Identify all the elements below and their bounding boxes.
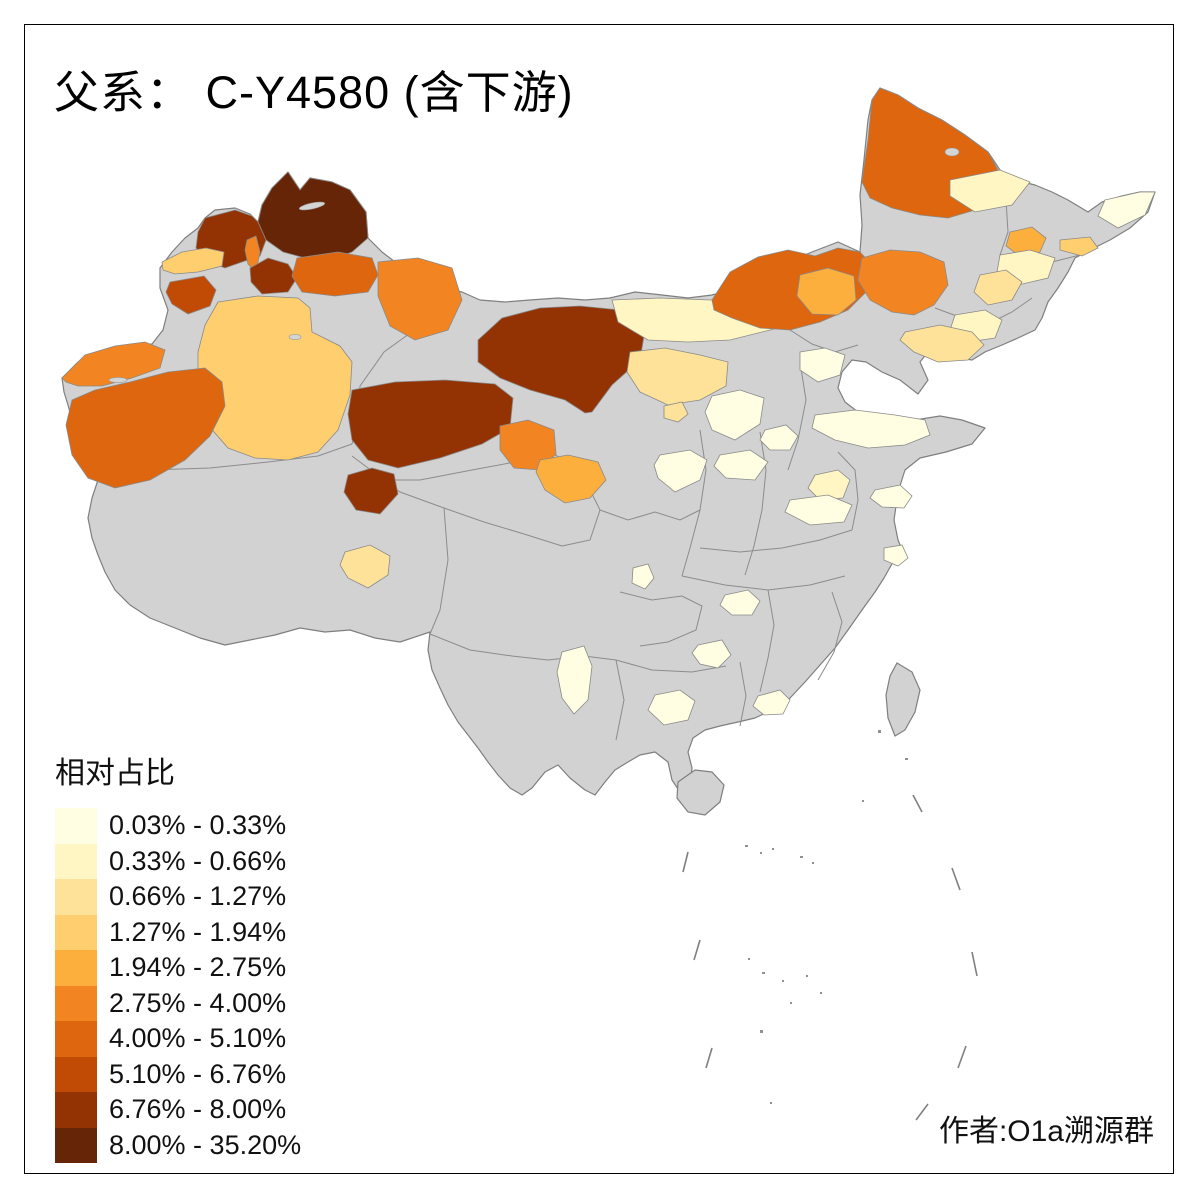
region-xining-haidong (535, 454, 607, 504)
legend-swatch (55, 1127, 97, 1163)
legend-swatch (55, 843, 97, 879)
region-bortala (165, 275, 217, 315)
legend-swatch (55, 879, 97, 915)
legend-label: 0.66% - 1.27% (109, 881, 287, 912)
legend-row: 0.03% - 0.33% (55, 808, 301, 844)
legend-row: 4.00% - 5.10% (55, 1021, 301, 1057)
region-hebei-shandong-cream (811, 409, 931, 449)
region-changji (291, 251, 379, 297)
region-heilongjiang-cream (949, 169, 1031, 213)
region-bayannur-wuhai (626, 347, 729, 406)
region-hlj-east-tip (1097, 191, 1156, 229)
hainan-island (676, 769, 725, 816)
lake (108, 377, 128, 383)
region-mangnai-lenghu (343, 467, 399, 515)
region-xuzhou-patch (807, 469, 851, 501)
legend-row: 8.00% - 35.20% (55, 1127, 302, 1163)
region-shanxi-patch (759, 424, 799, 451)
lake (298, 201, 326, 211)
legend-row: 0.66% - 1.27% (55, 879, 301, 915)
region-kunming-strip (556, 645, 593, 715)
legend-title: 相对占比 (55, 757, 175, 790)
legend-swatch (55, 985, 97, 1021)
legend-label: 4.00% - 5.10% (109, 1023, 287, 1054)
region-aksu-kashgar (65, 367, 226, 489)
taiwan-island (885, 662, 921, 737)
legend: 相对占比 0.03% - 0.33% 0.33% - 0.66% 0.66% - 1… (55, 748, 301, 1163)
region-hubei-patch-1 (784, 494, 853, 526)
lake (944, 147, 960, 157)
region-ili (61, 341, 166, 387)
region-alxa (477, 305, 646, 414)
region-beijing-tianjin-patch (799, 347, 846, 383)
legend-label: 8.00% - 35.20% (109, 1129, 302, 1160)
map-title: 父系： C-Y4580 (含下游) (54, 67, 574, 118)
region-shaanxi-north-1 (704, 389, 765, 441)
region-tacheng-city (161, 247, 225, 275)
legend-label: 5.10% - 6.76% (109, 1058, 287, 1089)
region-shanghai-patch (883, 544, 909, 567)
legend-label: 1.27% - 1.94% (109, 916, 287, 947)
region-liaoning-patch (899, 324, 985, 363)
legend-swatch (55, 1092, 97, 1128)
legend-row: 2.75% - 4.00% (55, 985, 301, 1021)
legend-row: 1.27% - 1.94% (55, 914, 301, 950)
legend-swatch (55, 1056, 97, 1092)
region-yinchuan-patch (663, 401, 689, 423)
author-credit: 作者:O1a溯源群 (938, 1115, 1154, 1148)
region-chongqing-patch (719, 589, 761, 616)
south-china-sea-islands (745, 730, 908, 1104)
region-guiyang-patch (691, 639, 732, 669)
legend-label: 2.75% - 4.00% (109, 987, 287, 1018)
legend-swatch (55, 1021, 97, 1057)
region-hami (377, 257, 463, 341)
legend-label: 0.33% - 0.66% (109, 845, 287, 876)
legend-rows: 0.03% - 0.33% 0.33% - 0.66% 0.66% - 1.27% 1… (55, 808, 301, 1163)
region-shaanxi-north-2 (713, 449, 769, 481)
legend-label: 1.94% - 2.75% (109, 952, 287, 983)
region-shihezi-urumqi (249, 257, 298, 295)
region-altay (257, 171, 369, 261)
region-lanzhou-patch (653, 449, 708, 493)
region-hubei-patch-2 (869, 484, 913, 509)
region-tibet-center-patch (339, 544, 391, 589)
legend-swatch (55, 950, 97, 986)
legend-row: 6.76% - 8.00% (55, 1092, 301, 1128)
legend-label: 0.03% - 0.33% (109, 810, 287, 841)
legend-swatch (55, 808, 97, 844)
region-liuzhou-patch (647, 689, 696, 726)
legend-swatch (55, 914, 97, 950)
region-pearl-delta-patch (752, 689, 791, 716)
region-qiqihar-patch (1005, 226, 1047, 257)
legend-label: 6.76% - 8.00% (109, 1094, 287, 1125)
legend-row: 1.94% - 2.75% (55, 950, 301, 986)
lakes (108, 147, 960, 383)
legend-row: 5.10% - 6.76% (55, 1056, 301, 1092)
region-xilinhot-patch (796, 267, 857, 316)
lake (288, 334, 302, 340)
region-jiuquan-dunhuang (347, 379, 514, 469)
region-jiamusi-strip (1059, 236, 1099, 257)
nine-dash-line (682, 794, 978, 1121)
region-chifeng-tongliao (857, 249, 949, 316)
legend-row: 0.33% - 0.66% (55, 843, 301, 879)
region-chengdu-patch (631, 563, 655, 590)
region-changchun-patch (973, 269, 1023, 306)
